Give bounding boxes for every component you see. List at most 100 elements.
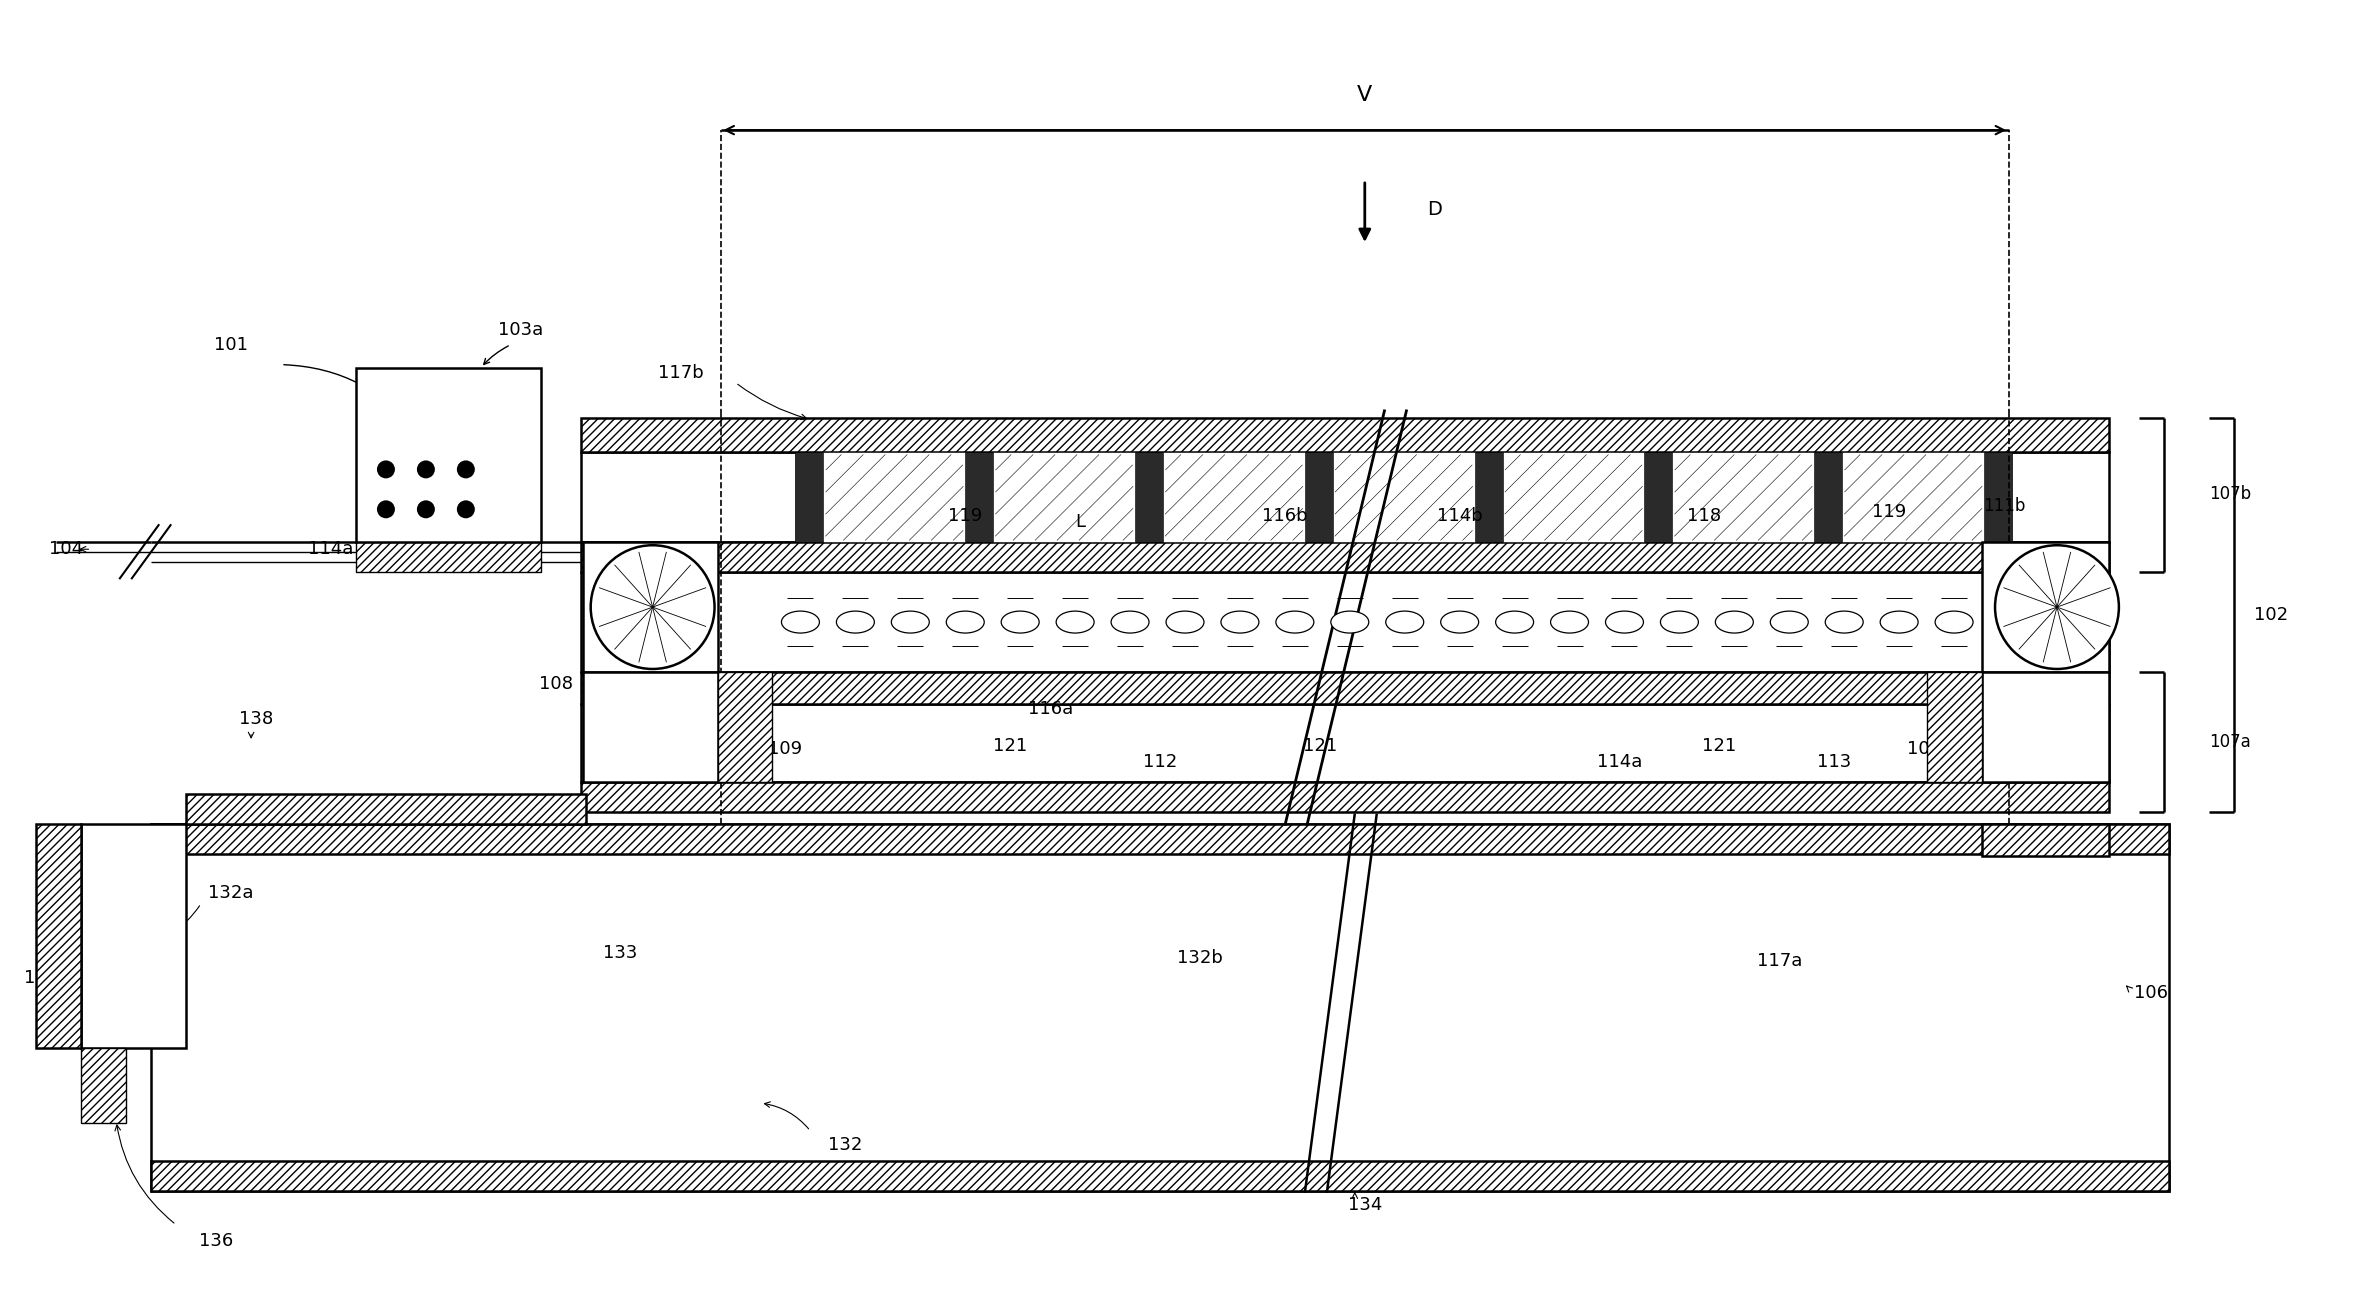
Text: V: V	[1356, 85, 1373, 105]
Ellipse shape	[1934, 611, 1972, 633]
Text: 104: 104	[50, 540, 83, 558]
Bar	[1503, 452, 1644, 543]
Text: 109: 109	[1906, 740, 1941, 758]
Text: 134: 134	[1347, 1196, 1382, 1214]
Text: 119: 119	[948, 507, 981, 526]
Bar	[1842, 452, 1984, 543]
Circle shape	[418, 460, 434, 478]
Bar	[1814, 452, 1842, 543]
Text: 116b: 116b	[1262, 507, 1307, 526]
Ellipse shape	[1330, 611, 1368, 633]
Text: 118: 118	[1687, 507, 1722, 526]
Bar	[965, 452, 993, 543]
Ellipse shape	[1111, 611, 1149, 633]
Text: 121: 121	[993, 737, 1026, 754]
Text: 138: 138	[238, 710, 274, 728]
Bar	[1305, 452, 1333, 543]
Bar	[1135, 452, 1163, 543]
Bar	[580, 671, 2109, 704]
Ellipse shape	[1441, 611, 1479, 633]
Ellipse shape	[1661, 611, 1698, 633]
Text: D: D	[1427, 201, 1441, 219]
Ellipse shape	[1385, 611, 1425, 633]
Text: 117b: 117b	[658, 364, 703, 381]
Bar	[356, 543, 540, 572]
Text: 106: 106	[2135, 984, 2168, 1003]
Ellipse shape	[946, 611, 984, 633]
Text: 116a: 116a	[1029, 700, 1073, 717]
Circle shape	[418, 501, 434, 518]
Text: 132a: 132a	[208, 884, 255, 903]
Bar	[1163, 452, 1305, 543]
Text: 114a: 114a	[309, 540, 354, 558]
Bar	[717, 671, 771, 782]
Text: 107b: 107b	[2208, 485, 2250, 503]
Bar	[580, 418, 2109, 452]
Text: 137: 137	[24, 970, 59, 987]
Text: 111b: 111b	[1984, 497, 2026, 515]
Circle shape	[590, 545, 715, 669]
Bar	[1644, 452, 1673, 543]
Bar	[151, 1162, 2168, 1190]
Bar	[151, 824, 2168, 854]
Text: 107a: 107a	[2208, 733, 2250, 750]
Ellipse shape	[1550, 611, 1588, 633]
Ellipse shape	[1222, 611, 1260, 633]
Ellipse shape	[1991, 611, 2029, 633]
Ellipse shape	[1715, 611, 1753, 633]
Text: 114a: 114a	[1597, 753, 1642, 771]
Text: 114c: 114c	[729, 717, 771, 735]
Text: 111a: 111a	[2012, 762, 2055, 781]
Bar	[356, 368, 540, 543]
Text: 108: 108	[538, 675, 573, 692]
Text: 101: 101	[215, 335, 248, 353]
Bar	[1474, 452, 1503, 543]
Text: 132b: 132b	[1177, 949, 1222, 967]
Ellipse shape	[892, 611, 929, 633]
Bar	[580, 782, 2109, 812]
Text: 121: 121	[1703, 737, 1736, 754]
Ellipse shape	[1057, 611, 1095, 633]
Text: 121: 121	[1302, 737, 1338, 754]
Ellipse shape	[1606, 611, 1644, 633]
Bar	[580, 704, 2109, 782]
Ellipse shape	[781, 611, 819, 633]
Bar	[580, 452, 2109, 543]
Text: 109: 109	[769, 740, 802, 758]
Ellipse shape	[1496, 611, 1533, 633]
Bar	[993, 452, 1135, 543]
Text: 108: 108	[2052, 675, 2085, 692]
Text: 133: 133	[604, 945, 637, 962]
Text: 119: 119	[1873, 503, 1906, 522]
Circle shape	[458, 501, 474, 518]
Bar	[1982, 671, 2109, 782]
Bar	[580, 543, 2109, 572]
Bar	[80, 1049, 127, 1123]
Bar	[1984, 452, 2012, 543]
Text: L: L	[1076, 514, 1085, 531]
Ellipse shape	[1826, 611, 1864, 633]
Text: 113: 113	[1816, 753, 1852, 771]
Bar	[1927, 671, 1982, 782]
Text: 102: 102	[2253, 606, 2288, 624]
Text: 103a: 103a	[498, 321, 543, 339]
Bar	[795, 452, 823, 543]
Bar	[580, 572, 2109, 671]
Circle shape	[377, 501, 394, 518]
Circle shape	[377, 460, 394, 478]
Bar	[1982, 824, 2109, 855]
Ellipse shape	[837, 611, 875, 633]
Circle shape	[1996, 545, 2118, 669]
Bar	[823, 452, 965, 543]
Text: 138: 138	[2071, 842, 2107, 861]
Bar	[151, 824, 2168, 1190]
Ellipse shape	[1000, 611, 1040, 633]
Text: 136: 136	[198, 1231, 234, 1250]
Bar	[583, 543, 717, 671]
Circle shape	[458, 460, 474, 478]
Text: 112: 112	[1142, 753, 1177, 771]
Text: 132: 132	[828, 1137, 863, 1154]
Ellipse shape	[1880, 611, 1918, 633]
Text: 117a: 117a	[1757, 953, 1802, 970]
Bar	[1673, 452, 1814, 543]
